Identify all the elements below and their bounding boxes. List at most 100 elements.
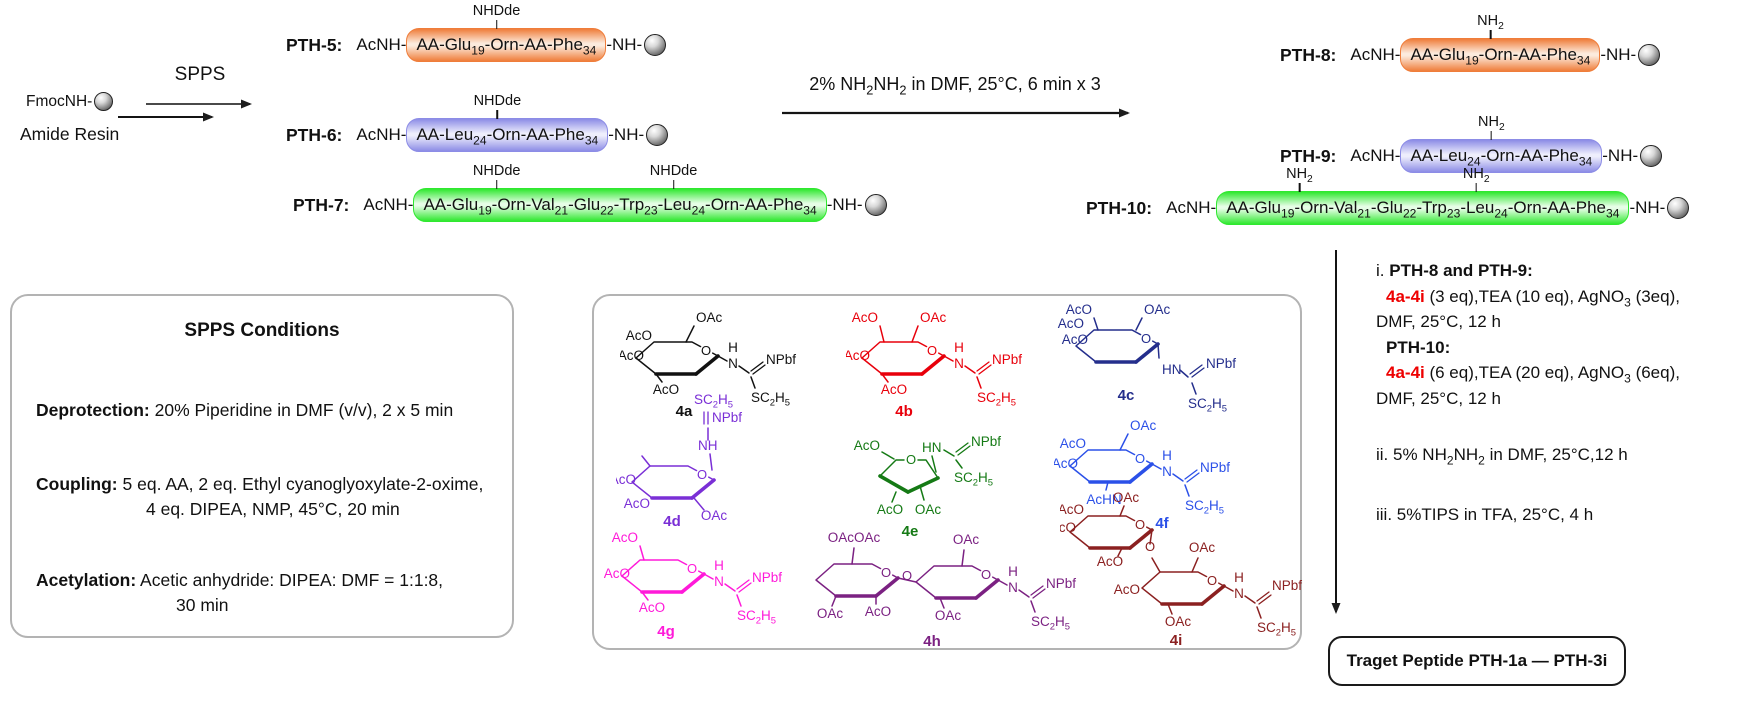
svg-text:SC2H5: SC2H5 — [1257, 620, 1296, 639]
n-terminus-label: AcNH- — [1166, 198, 1217, 217]
svg-text:NPbf: NPbf — [992, 352, 1022, 367]
target-peptide-box: Traget Peptide PTH-1a — PTH-3i — [1328, 636, 1626, 686]
c-terminus-label: -NH- — [606, 35, 643, 54]
glycosyl-donor-panel: O OAc AcO AcO AcO H N NPbf SC2H5 4a O AcO OAc AcO AcO H… — [592, 294, 1302, 650]
step-segment: TEA (10 eq), AgNO3 (3eq), — [1478, 286, 1680, 309]
resin-bead-icon — [1667, 197, 1690, 219]
peptide-sequence-pill: AA-Glu19-Orn-Val21-Glu22-Trp23-Leu24-Orn… — [1216, 167, 1630, 225]
side-chain-tag: NHDde — [650, 164, 697, 189]
svg-text:NPbf: NPbf — [766, 352, 796, 367]
step-line-5: 4a-4i (6 eq),TEA (20 eq), AgNO3 (6eq), — [1376, 360, 1758, 386]
step-segment: TEA (20 eq), AgNO3 (6eq), — [1478, 363, 1680, 386]
spps-arrow-label: SPPS — [174, 64, 226, 85]
svg-text:NPbf: NPbf — [1206, 356, 1236, 371]
fmoc-label: FmocNH- — [26, 92, 93, 110]
step-segment: i. — [1376, 261, 1390, 280]
condition-head: Deprotection: — [36, 400, 150, 420]
step-line-2: 4a-4i (3 eq),TEA (10 eq), AgNO3 (3eq), — [1376, 284, 1758, 310]
n-terminus-label: AcNH- — [1350, 45, 1401, 64]
svg-text:O: O — [902, 568, 912, 583]
svg-text:AcO: AcO — [854, 438, 880, 453]
svg-text:4h: 4h — [923, 633, 941, 650]
side-chain-tag: NH2 — [1478, 115, 1505, 140]
peptide-sequence: AA-Glu19-Orn-AA-Phe34 — [416, 35, 597, 58]
step-line-4: PTH-10: — [1376, 335, 1758, 361]
svg-text:AcO: AcO — [653, 382, 679, 397]
peptide-sequence: AA-Glu19-Orn-Val21-Glu22-Trp23-Leu24-Orn… — [1226, 198, 1620, 221]
svg-text:SC2H5: SC2H5 — [1031, 614, 1070, 633]
amide-resin-label: Amide Resin — [20, 124, 120, 144]
sugar-donor-4c: O AcO AcO AcO OAc HN NPbf SC2H5 4c — [1056, 294, 1271, 429]
step-line-1: i. PTH-8 and PTH-9: — [1376, 258, 1758, 284]
svg-text:OAc: OAc — [935, 608, 962, 623]
svg-text:O: O — [1135, 451, 1145, 466]
svg-text:4e: 4e — [902, 523, 919, 540]
spps-conditions-panel: SPPS Conditions Deprotection: 20% Piperi… — [10, 294, 514, 638]
condition-body-cont: 30 min — [176, 595, 229, 615]
svg-text:HN: HN — [922, 440, 942, 455]
svg-text:OAc: OAc — [953, 532, 980, 547]
svg-text:H: H — [954, 340, 964, 355]
svg-text:AcO: AcO — [1060, 502, 1084, 517]
n-terminus-label: AcNH- — [363, 195, 414, 214]
svg-text:O: O — [1141, 331, 1151, 346]
step-segment: DMF, 25°C, 12 h — [1376, 388, 1501, 408]
svg-text:HN: HN — [1162, 362, 1182, 377]
svg-text:H: H — [1162, 448, 1172, 463]
peptide-id: PTH-10: — [1086, 197, 1153, 218]
sugar-structure-4g: O AcO AcO AcO HN NPbf SC2H5 4g — [604, 530, 783, 640]
condition-body: 20% Piperidine in DMF (v/v), 2 x 5 min — [149, 400, 454, 420]
spps-condition-coupling: Coupling: 5 eq. AA, 2 eq. Ethyl cyanogly… — [36, 472, 498, 522]
peptide-sequence: AA-Glu19-Orn-Val21-Glu22-Trp23-Leu24-Orn… — [423, 195, 817, 218]
svg-text:4c: 4c — [1118, 387, 1135, 404]
svg-text:4i: 4i — [1170, 632, 1183, 648]
sugar-donor-4e: O AcO HN NPbf SC2H5 AcO OAc 4e — [848, 412, 1063, 547]
tag-bond-line — [1490, 130, 1493, 140]
spps-condition-acetylation: Acetylation: Acetic anhydride: DIPEA: DM… — [36, 568, 498, 618]
svg-text:AcO: AcO — [1114, 582, 1140, 597]
n-terminus-label: AcNH- — [356, 35, 407, 54]
condition-body: 5 eq. AA, 2 eq. Ethyl cyanoglyoxylate-2-… — [117, 474, 484, 494]
step-line-3: DMF, 25°C, 12 h — [1376, 309, 1758, 335]
sugar-donor-4i: OOOOAcAcOAcOAcOOAcAcOOAcHNNPbfSC2H54i — [1050, 490, 1310, 653]
svg-text:AcO: AcO — [1097, 554, 1123, 569]
svg-text:OAc: OAc — [1165, 614, 1192, 629]
svg-text:AcO: AcO — [626, 328, 652, 343]
svg-text:AcO: AcO — [624, 496, 650, 511]
svg-text:O: O — [1135, 517, 1145, 532]
svg-text:O: O — [1145, 539, 1155, 554]
svg-text:NPbf: NPbf — [1046, 576, 1076, 591]
step-segment: PTH-10: — [1386, 337, 1451, 357]
peptide-row-PTH-6: PTH-6: AcNH- AA-Leu24-Orn-AA-Phe34 NHDde -NH… — [286, 94, 669, 155]
svg-text:NPbf: NPbf — [1272, 578, 1302, 593]
peptide-sequence-pill: AA-Leu24-Orn-AA-Phe34 NH2 — [1400, 115, 1603, 173]
sugar-donor-4h: O O O OAcOAc OAc OAc AcO OAc H N NPbf SC2H5 4h — [814, 516, 1082, 656]
c-terminus-label: -NH- — [608, 125, 645, 144]
sugar-donor-4d: OSC2H5NPbfNHAcOAcOOAc4d — [610, 388, 831, 535]
svg-text:AcO: AcO — [865, 604, 891, 619]
fmoc-resin-reactant: FmocNH- — [26, 92, 114, 111]
tag-bond-line — [495, 19, 498, 29]
peptide-sequence-pill: AA-Glu19-Orn-AA-Phe34 NH2 — [1400, 14, 1601, 72]
sugar-donor-4f: O OAc AcO AcO AcHN H N NPbf SC2H5 4f — [1052, 406, 1269, 541]
svg-text:SC2H5: SC2H5 — [751, 390, 790, 409]
tag-bond-line — [495, 179, 498, 189]
svg-text:OAc: OAc — [817, 606, 844, 621]
svg-text:NPbf: NPbf — [712, 410, 742, 425]
svg-text:AcO: AcO — [1060, 436, 1086, 451]
svg-text:AcO: AcO — [612, 530, 638, 545]
svg-text:OAc: OAc — [920, 310, 947, 325]
side-chain-tag-label: NHDde — [472, 3, 521, 20]
svg-text:OAc: OAc — [701, 508, 728, 523]
svg-text:NH: NH — [698, 438, 718, 453]
svg-text:N: N — [954, 356, 964, 371]
tag-bond-line — [1475, 182, 1478, 192]
sugar-structure-4b: O AcO OAc AcO AcO HN NPbf SC2H5 4b — [844, 310, 1023, 420]
svg-text:N: N — [714, 574, 724, 589]
c-terminus-label: -NH- — [1600, 45, 1637, 64]
svg-text:N: N — [1162, 464, 1172, 479]
